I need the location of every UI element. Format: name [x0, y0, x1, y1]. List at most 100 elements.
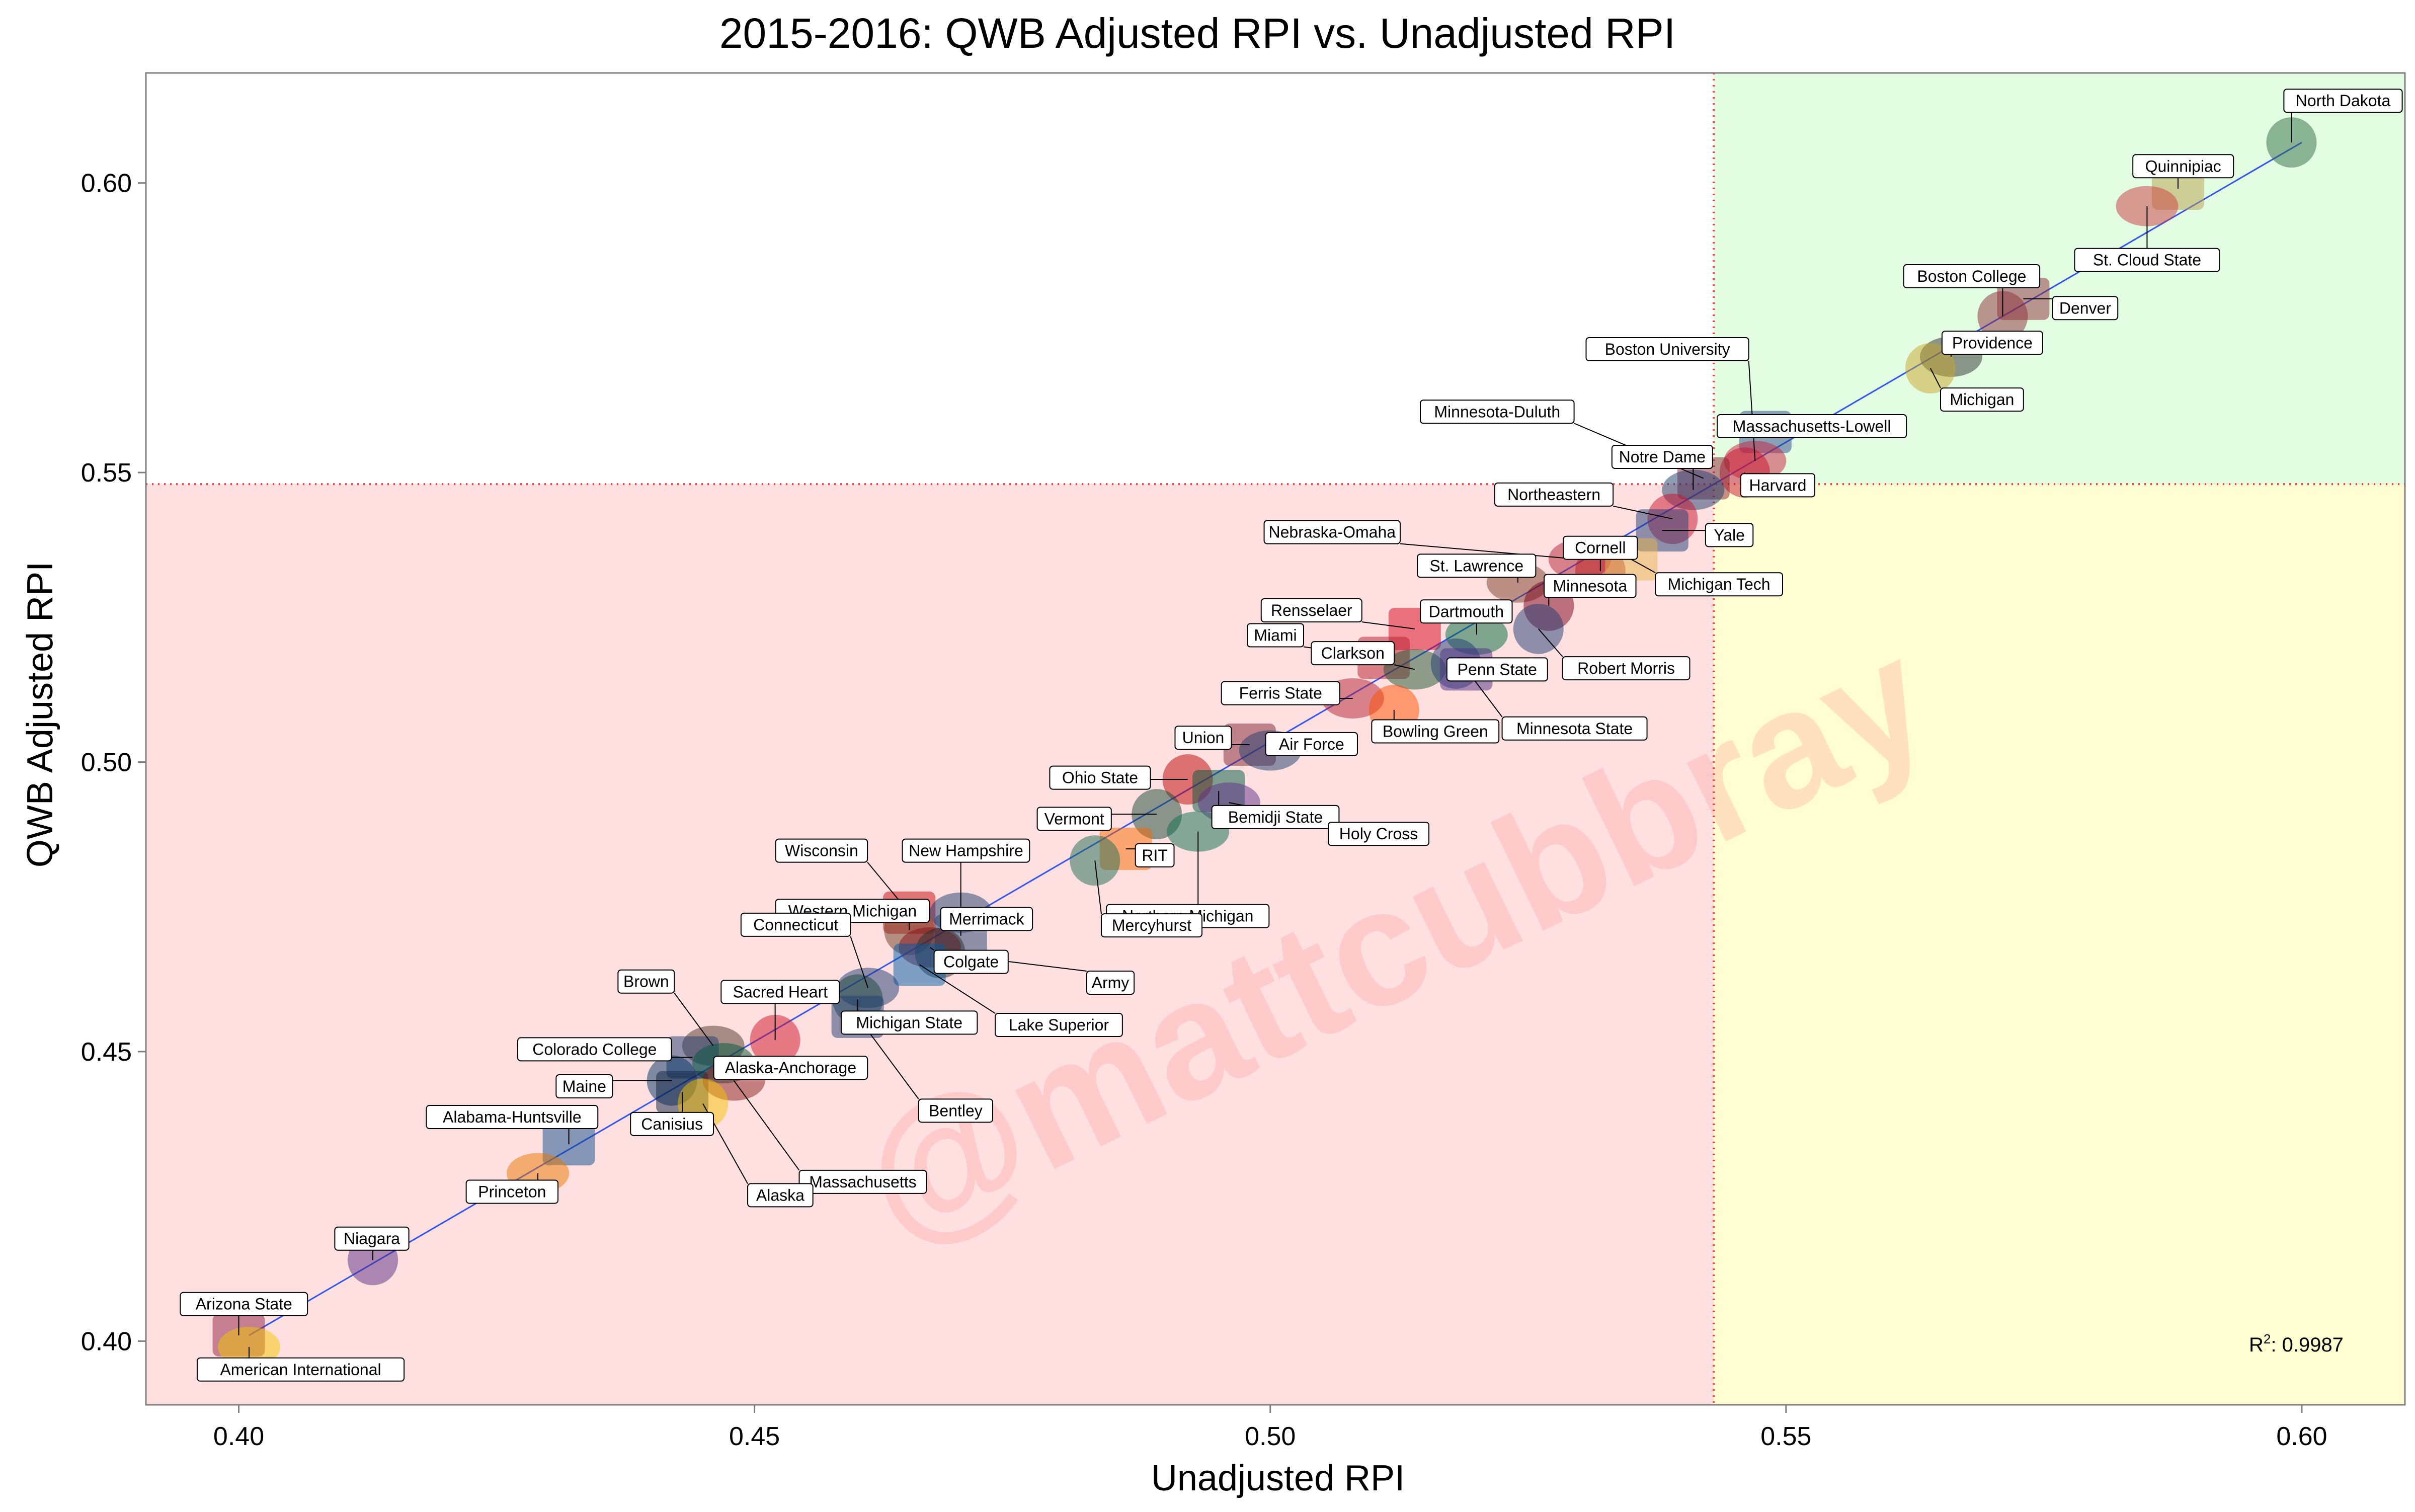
- team-label-box: [1036, 807, 1112, 831]
- team-label: Minnesota State: [1516, 720, 1633, 738]
- team-label-box: [1585, 337, 1749, 361]
- team-label: Connecticut: [753, 916, 838, 934]
- team-label: Clarkson: [1321, 644, 1385, 662]
- team-label: Niagara: [344, 1230, 400, 1248]
- team-label-box: [196, 1357, 405, 1382]
- team-label-box: [798, 1169, 927, 1194]
- team-label-box: [1419, 400, 1575, 424]
- team-label-box: [555, 1074, 613, 1099]
- label-leader-line: [1361, 621, 1415, 629]
- team-label: Boston University: [1605, 340, 1730, 358]
- team-label-box: [1562, 656, 1691, 681]
- team-label: Michigan Tech: [1668, 575, 1770, 593]
- team-label: Quinnipiac: [2145, 157, 2221, 175]
- team-label: Princeton: [478, 1182, 546, 1201]
- team-label: Holy Cross: [1339, 825, 1418, 843]
- label-leader-line: [1538, 628, 1563, 657]
- team-label: Colgate: [943, 953, 999, 971]
- team-label-box: [933, 949, 1009, 974]
- team-label-box: [720, 980, 840, 1004]
- team-label-box: [1446, 657, 1548, 682]
- team-label: Maine: [562, 1077, 606, 1095]
- team-label: Miami: [1254, 626, 1297, 644]
- r-squared-label: R2: 0.9987: [2249, 1331, 2344, 1356]
- team-label-box: [740, 912, 851, 937]
- label-leader-line: [1748, 360, 1756, 461]
- team-label-box: [1501, 716, 1648, 741]
- team-label-box: [1265, 732, 1358, 756]
- team-label: Dartmouth: [1429, 602, 1504, 620]
- team-label: Michigan State: [856, 1013, 962, 1031]
- team-label: Mercyhurst: [1112, 916, 1191, 934]
- r-squared-symbol: R: [2249, 1334, 2264, 1356]
- label-leader-line: [919, 964, 996, 1014]
- x-axis-title: Unadjusted RPI: [1151, 1458, 1405, 1498]
- team-label: Northeastern: [1507, 486, 1600, 504]
- team-label-box: [1655, 572, 1783, 597]
- team-label: Sacred Heart: [733, 983, 828, 1001]
- team-label: Arizona State: [196, 1295, 292, 1313]
- team-label-box: [180, 1292, 308, 1316]
- label-leader-line: [674, 993, 714, 1047]
- team-label-box: [1705, 523, 1754, 547]
- team-label-box: [617, 969, 675, 994]
- team-label-box: [2283, 89, 2403, 113]
- team-label-box: [1260, 598, 1362, 623]
- y-tick-label: 0.60: [81, 169, 132, 198]
- team-label-box: [902, 838, 1030, 863]
- team-label: Union: [1182, 729, 1225, 747]
- team-label: Air Force: [1279, 735, 1344, 753]
- team-label: Lake Superior: [1009, 1016, 1109, 1034]
- team-label-box: [1135, 843, 1175, 867]
- team-label-box: [2052, 296, 2119, 321]
- team-label: Alaska-Anchorage: [725, 1059, 856, 1077]
- team-label: Notre Dame: [1619, 448, 1706, 466]
- x-tick-label: 0.60: [2276, 1422, 2327, 1451]
- team-label-box: [1941, 331, 2043, 355]
- team-label-box: [426, 1105, 599, 1130]
- team-label: North Dakota: [2296, 92, 2391, 110]
- team-label-box: [840, 1010, 978, 1035]
- team-label-box: [1263, 520, 1401, 544]
- team-label-box: [2132, 154, 2234, 179]
- label-leader-line: [850, 936, 869, 988]
- label-leader-line: [1094, 860, 1102, 914]
- team-label: RIT: [1142, 846, 1168, 864]
- team-label-box: [1740, 473, 1816, 498]
- team-label-box: [1544, 574, 1637, 598]
- team-label: Bentley: [929, 1101, 983, 1120]
- team-label: Boston College: [1917, 267, 2026, 285]
- team-label-box: [1940, 387, 2024, 412]
- team-label: Nebraska-Omaha: [1268, 523, 1396, 541]
- team-label-box: [918, 1098, 994, 1123]
- team-label: Vermont: [1044, 810, 1104, 828]
- y-axis-title: QWB Adjusted RPI: [20, 562, 60, 867]
- team-label-box: [1100, 913, 1202, 938]
- x-tick-label: 0.40: [213, 1422, 264, 1451]
- team-label: Merrimack: [949, 910, 1024, 928]
- threshold-lines: [146, 73, 2405, 1405]
- y-tick-label: 0.55: [81, 458, 132, 488]
- team-label-box: [1221, 681, 1340, 705]
- label-leader-line: [1930, 368, 1941, 388]
- team-label: Ferris State: [1239, 684, 1322, 702]
- team-label: Penn State: [1458, 660, 1537, 678]
- team-label-box: [1174, 726, 1232, 750]
- team-label: Rensselaer: [1271, 601, 1352, 619]
- team-label-box: [747, 1183, 814, 1208]
- team-label-box: [2074, 248, 2220, 272]
- chart-title: 2015-2016: QWB Adjusted RPI vs. Unadjust…: [719, 10, 1675, 57]
- team-label: Alaska: [756, 1186, 804, 1204]
- team-label: Bowling Green: [1383, 723, 1488, 741]
- label-leader-line: [733, 1080, 800, 1171]
- team-label-box: [1328, 822, 1430, 846]
- team-label: St. Cloud State: [2093, 251, 2201, 269]
- r-squared-exponent: 2: [2264, 1331, 2271, 1346]
- y-tick-label: 0.50: [81, 748, 132, 777]
- team-label-box: [465, 1179, 559, 1204]
- team-label: Massachusetts: [809, 1173, 916, 1191]
- team-label-box: [517, 1037, 672, 1062]
- team-label: American International: [220, 1361, 381, 1379]
- team-label: Ohio State: [1062, 769, 1138, 787]
